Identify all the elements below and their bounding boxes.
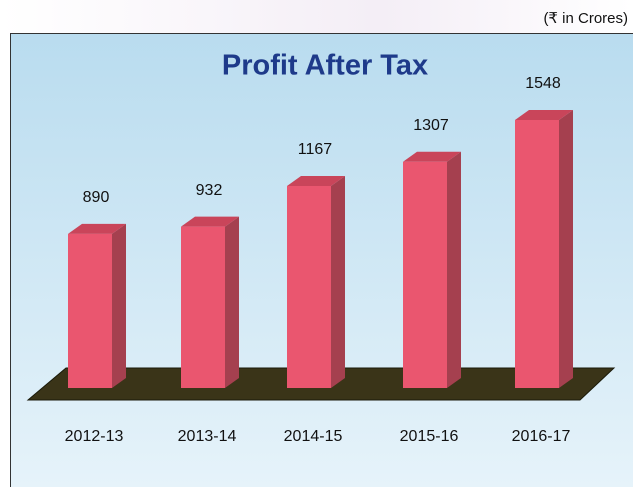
bar-side [331,175,345,388]
header-band [0,0,633,34]
value-label: 1167 [298,141,333,158]
bar-top [181,216,239,227]
value-label: 932 [196,182,223,199]
bar-front [515,120,559,388]
bar-front [181,226,225,388]
bar-front [287,185,331,388]
bar-side [225,216,239,388]
unit-note: (₹ in Crores) [543,10,628,27]
bar-top [403,151,461,162]
bar-front [68,233,112,388]
value-label: 1548 [525,75,561,92]
chart-title: Profit After Tax [222,50,428,82]
bar [287,175,345,388]
bar-side [112,223,126,388]
bar-top [68,223,126,234]
value-label: 890 [83,189,110,206]
x-tick-label: 2012-13 [65,428,124,445]
x-tick-label: 2014-15 [284,428,343,445]
value-label: 1307 [413,117,449,134]
bar [403,151,461,388]
bar-front [403,161,447,388]
bar-top [515,110,573,120]
bar [68,223,126,388]
bar-side [447,151,461,388]
bar-top [287,175,345,186]
x-tick-label: 2013-14 [178,428,237,445]
x-tick-label: 2016-17 [512,428,571,445]
bar [515,110,573,388]
x-tick-label: 2015-16 [400,428,459,445]
bar-side [559,110,573,388]
bar [181,216,239,388]
